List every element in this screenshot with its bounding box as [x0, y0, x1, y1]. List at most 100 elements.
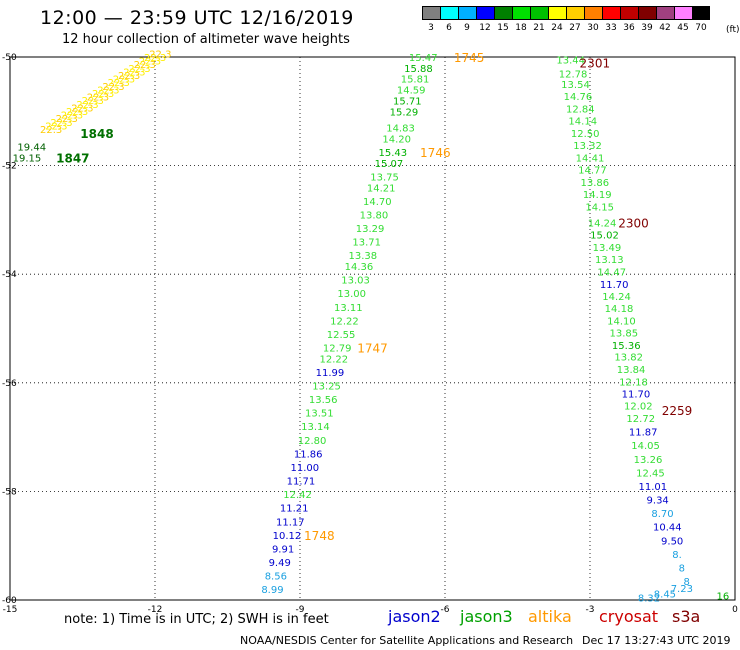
swh-value: 8.99 — [261, 585, 283, 596]
swh-value: 13.56 — [309, 395, 338, 406]
scale-label: 18 — [515, 23, 527, 33]
swh-value: 14.10 — [607, 316, 636, 327]
scale-swatch — [566, 6, 584, 20]
swh-value: 13.26 — [634, 455, 663, 466]
dense-track-mark: 22.3 — [76, 100, 98, 111]
swh-value: 15.36 — [612, 341, 641, 352]
swh-value: 8.32 — [638, 593, 660, 604]
dense-track-mark: 22.3 — [118, 71, 140, 82]
swh-value: 19.44 — [17, 143, 46, 154]
satellite-legend-item: s3a — [672, 607, 701, 626]
dense-track-mark: 22.3 — [45, 121, 67, 132]
swh-value: 13.29 — [356, 224, 385, 235]
dense-track-mark: 22.3 — [61, 111, 83, 122]
swh-value: 13.14 — [301, 422, 330, 433]
scale-label: 3 — [428, 23, 434, 33]
scale-swatch — [602, 6, 620, 20]
swh-value: 14.41 — [576, 153, 605, 164]
dense-track-mark: 22.3 — [50, 118, 72, 129]
y-tick-label: -50 — [2, 53, 17, 63]
swh-value: 10.12 — [273, 531, 302, 542]
scale-swatch — [476, 6, 494, 20]
swh-value: 13.71 — [352, 238, 381, 249]
dense-track-mark: 22.3 — [123, 67, 145, 78]
scale-label: 42 — [659, 23, 671, 33]
color-scale-labels: 3 6 9 12 15 18 21 24 27 30 33 36 39 42 45 70 — [422, 23, 710, 35]
time-label: 2259 — [662, 404, 693, 418]
swh-value: 14.47 — [597, 267, 626, 278]
y-tick-label: -54 — [2, 270, 17, 280]
swh-value: 11.99 — [316, 368, 345, 379]
swh-value: 14.76 — [564, 92, 593, 103]
dense-yellow-track: 22.322.322.322.322.322.322.322.322.322.3… — [40, 49, 171, 136]
chart-title: 12:00 — 23:59 UTC 12/16/2019 — [40, 7, 354, 29]
satellite-legend-item: altika — [528, 607, 572, 626]
dense-track-mark: 22.3 — [40, 125, 62, 136]
footer-credit: NOAA/NESDIS Center for Satellite Applica… — [240, 634, 574, 647]
swh-value: 12.22 — [320, 354, 349, 365]
scale-label: 21 — [533, 23, 545, 33]
swh-value: 14.05 — [631, 441, 660, 452]
swh-value: 15.07 — [375, 159, 404, 170]
time-label: 1847 — [56, 151, 89, 165]
swh-value: 10.44 — [653, 523, 682, 534]
swh-value: 14.36 — [345, 262, 374, 273]
swh-value: 13.51 — [305, 409, 334, 420]
swh-value: 12.80 — [298, 436, 327, 447]
dense-track-mark: 22.3 — [71, 103, 93, 114]
swh-value: 15.29 — [390, 107, 419, 118]
dense-track-mark: 22.3 — [144, 53, 166, 64]
dense-track-mark: 22.3 — [139, 57, 161, 68]
y-tick-label: -58 — [2, 487, 17, 497]
x-tick-label: -6 — [441, 605, 450, 615]
swh-value: 14.21 — [367, 183, 396, 194]
swh-value: 13.38 — [349, 251, 378, 262]
y-tick-label: -56 — [2, 379, 17, 389]
swh-value: 12.45 — [636, 468, 665, 479]
swh-value: 15.88 — [404, 64, 433, 75]
scale-swatch — [530, 6, 548, 20]
swh-value: 13.86 — [581, 178, 610, 189]
scale-label: 9 — [464, 23, 470, 33]
swh-value: 13.25 — [312, 382, 341, 393]
scale-swatch — [638, 6, 656, 20]
swh-value: 14.14 — [568, 117, 597, 128]
swh-value: 7.23 — [671, 584, 693, 595]
swh-value: 14.70 — [363, 197, 392, 208]
dense-track-mark: 22.3 — [66, 107, 88, 118]
swh-value: 8 — [683, 577, 689, 588]
swh-value: 15.71 — [393, 96, 422, 107]
dense-track-mark: 22.3 — [108, 78, 130, 89]
swh-value: 13.49 — [593, 243, 622, 254]
swh-value: 12.42 — [283, 490, 312, 501]
swh-value: 14.24 — [602, 292, 631, 303]
scale-swatch — [512, 6, 530, 20]
time-label: 1747 — [357, 342, 388, 356]
swh-value: 19.15 — [13, 153, 42, 164]
color-scale-swatches — [422, 6, 710, 20]
dense-track-mark: 22.3 — [149, 49, 171, 60]
swh-value: 14.83 — [386, 124, 415, 135]
scale-label: 12 — [479, 23, 491, 33]
scale-label: 70 — [695, 23, 707, 33]
swh-value: 12.02 — [624, 402, 653, 413]
swh-value: 11.17 — [276, 517, 305, 528]
swh-value: 12.84 — [566, 105, 595, 116]
swh-value: 11.87 — [629, 428, 658, 439]
footer-note: note: 1) Time is in UTC; 2) SWH is in fe… — [64, 612, 329, 627]
dense-track-mark: 22.3 — [113, 75, 135, 86]
swh-value: 11.70 — [622, 390, 651, 401]
swh-value: 14.59 — [397, 86, 426, 97]
swh-value: 11.86 — [294, 449, 323, 460]
swh-value: 13.13 — [595, 255, 624, 266]
swh-value: 14.19 — [583, 190, 612, 201]
swh-value: 13.00 — [337, 289, 366, 300]
swh-value: 13.84 — [617, 365, 646, 376]
footer-timestamp: Dec 17 13:27:43 UTC 2019 — [582, 634, 731, 647]
x-tick-label: -3 — [586, 605, 595, 615]
color-scale-legend: 3 6 9 12 15 18 21 24 27 30 33 36 39 42 45 70 (ft) — [422, 6, 740, 35]
y-tick-label: -52 — [2, 162, 17, 172]
plot-frame — [9, 56, 736, 601]
swh-value: 9.49 — [269, 558, 291, 569]
time-label: 2301 — [580, 56, 611, 70]
